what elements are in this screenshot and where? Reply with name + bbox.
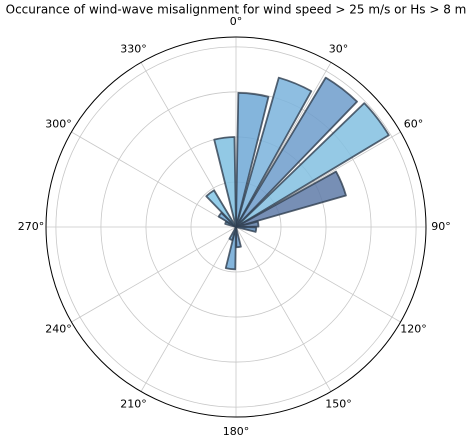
angle-tick-label: 300° [45, 118, 72, 131]
angle-tick-label: 30° [329, 42, 349, 55]
grid-spoke [140, 226, 237, 392]
bar [205, 189, 237, 228]
angle-tick-label: 270° [18, 220, 45, 233]
chart-title: Occurance of wind-wave misalignment for … [6, 3, 467, 17]
bar [235, 220, 260, 228]
bar [235, 91, 270, 228]
angle-tick-label: 180° [223, 425, 250, 438]
bar [235, 76, 313, 228]
polar-frame [45, 36, 427, 418]
grid-spoke [235, 226, 332, 392]
angle-tick-label: 0° [230, 15, 243, 28]
angle-tick-label: 330° [120, 42, 147, 55]
bar [235, 170, 347, 228]
angle-tick-label: 60° [404, 118, 424, 131]
bar [228, 226, 237, 241]
angle-tick-label: 120° [400, 323, 427, 336]
bar [235, 102, 390, 228]
grid-spoke [71, 226, 237, 323]
angle-tick-label: 150° [325, 398, 352, 411]
angle-tick-label: 90° [431, 220, 451, 233]
bar [213, 136, 237, 228]
grid-spoke [235, 226, 401, 323]
bar [235, 76, 358, 228]
angle-tick-label: 210° [120, 398, 147, 411]
angle-tick-label: 240° [45, 323, 72, 336]
grid-spoke [71, 131, 237, 228]
bar [235, 226, 258, 233]
